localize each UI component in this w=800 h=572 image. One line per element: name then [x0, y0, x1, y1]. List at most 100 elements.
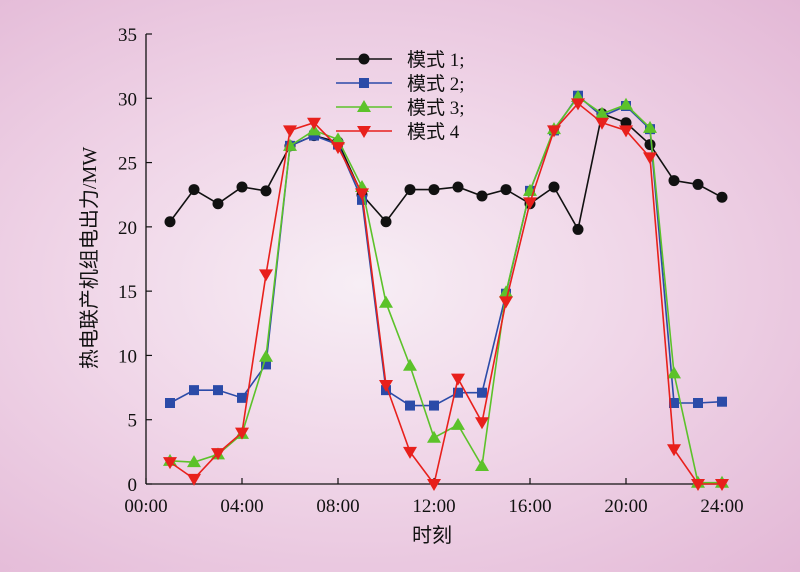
data-point — [164, 216, 176, 228]
data-point — [236, 181, 248, 193]
data-point — [237, 392, 247, 403]
x-tick-label: 20:00 — [604, 496, 647, 517]
data-point — [379, 380, 393, 392]
data-point — [691, 479, 705, 491]
data-point — [548, 181, 560, 193]
y-tick-label: 30 — [118, 89, 137, 110]
data-point — [261, 359, 271, 370]
data-point — [427, 479, 441, 491]
data-point — [213, 385, 223, 396]
data-point — [452, 181, 464, 193]
y-tick-label: 35 — [118, 25, 137, 46]
y-tick-label: 10 — [118, 346, 137, 367]
data-point — [499, 285, 513, 298]
y-tick-label: 15 — [118, 282, 137, 303]
data-point — [283, 125, 297, 138]
data-point — [717, 396, 727, 407]
data-point — [189, 385, 199, 396]
data-point — [547, 125, 561, 138]
data-point — [644, 139, 656, 151]
data-point — [667, 366, 681, 379]
data-point — [163, 457, 177, 470]
data-point — [428, 184, 440, 196]
data-point — [523, 197, 537, 210]
data-point — [692, 178, 704, 190]
data-point — [619, 97, 633, 110]
data-point — [500, 184, 512, 196]
data-point — [260, 185, 272, 197]
legend-item-3: 模式 3; — [336, 97, 465, 119]
data-point — [475, 417, 489, 430]
data-point — [427, 430, 441, 443]
legend-item-1: 模式 1; — [336, 49, 465, 71]
legend-marker — [357, 126, 371, 138]
data-point — [451, 373, 465, 386]
legend-label: 模式 1; — [407, 49, 465, 71]
data-point — [404, 184, 416, 196]
legend-label: 模式 3; — [407, 97, 465, 119]
legend-item-2: 模式 2; — [336, 73, 465, 95]
data-point — [571, 98, 585, 111]
x-tick-label: 16:00 — [508, 496, 551, 517]
data-point — [307, 117, 321, 130]
data-point — [715, 479, 729, 491]
data-point — [331, 142, 345, 155]
data-point — [355, 188, 369, 201]
data-point — [451, 417, 465, 430]
y-tick-label: 5 — [128, 411, 138, 432]
data-point — [403, 358, 417, 371]
data-point — [476, 190, 488, 202]
data-point — [475, 459, 489, 471]
data-point — [331, 132, 345, 145]
y-tick-label: 0 — [128, 475, 138, 496]
data-point — [716, 191, 728, 203]
data-point — [595, 117, 609, 130]
data-point — [259, 269, 273, 282]
data-point — [309, 130, 319, 141]
y-tick-label: 20 — [118, 218, 137, 239]
legend-marker — [358, 53, 370, 65]
data-point — [667, 444, 681, 457]
data-point — [403, 446, 417, 459]
series-line — [169, 102, 722, 486]
data-point — [499, 296, 513, 309]
data-point — [477, 387, 487, 398]
data-point — [572, 223, 584, 235]
data-point — [668, 175, 680, 187]
x-tick-label: 00:00 — [124, 496, 167, 517]
legend-label: 模式 4 — [407, 121, 460, 143]
data-point — [259, 349, 273, 362]
legend-marker — [357, 100, 371, 112]
y-axis-title: 热电联产机组电出力/MW — [78, 147, 101, 369]
series-line — [169, 95, 722, 484]
series-group — [163, 90, 729, 491]
data-point — [211, 448, 225, 461]
data-point — [429, 400, 439, 411]
x-axis-title: 时刻 — [412, 524, 452, 547]
x-tick-label: 08:00 — [316, 496, 359, 517]
data-point — [405, 400, 415, 411]
data-point — [453, 387, 463, 398]
data-point — [187, 455, 201, 468]
data-point — [669, 398, 679, 408]
data-point — [595, 106, 609, 119]
data-point — [619, 125, 633, 138]
x-tick-label: 04:00 — [220, 496, 263, 517]
data-point — [165, 398, 175, 408]
data-point — [693, 398, 703, 408]
data-point — [643, 120, 657, 133]
axes: 0 5 10 15 20 25 30 35 00:00 04:00 08:00 12:00 16:00 2… — [118, 25, 744, 517]
data-point — [212, 198, 224, 210]
data-point — [235, 427, 249, 440]
legend-label: 模式 2; — [407, 73, 465, 95]
data-point — [380, 216, 392, 228]
data-point — [187, 473, 201, 486]
data-point — [379, 295, 393, 308]
x-tick-label: 24:00 — [700, 496, 743, 517]
data-point — [643, 152, 657, 165]
y-tick-label: 25 — [118, 154, 137, 175]
data-point — [188, 184, 200, 196]
legend: 模式 1;模式 2;模式 3;模式 4 — [336, 49, 465, 143]
